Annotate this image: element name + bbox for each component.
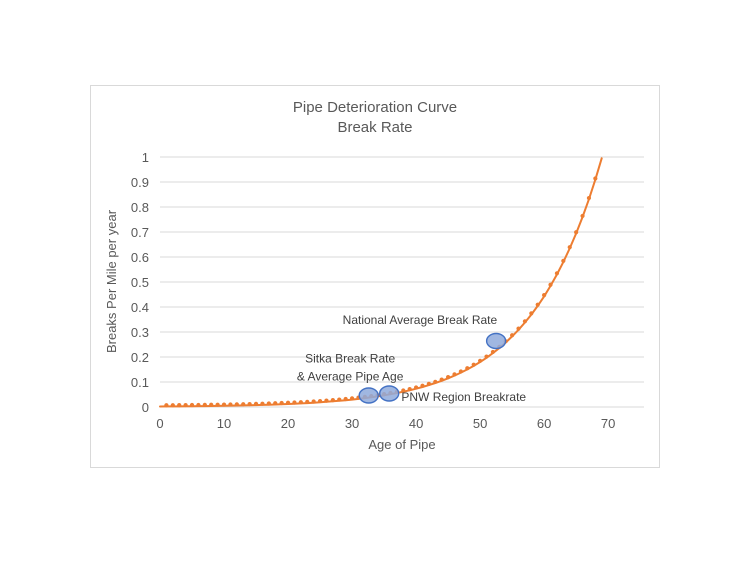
y-tick-label: 0.4	[130, 300, 149, 315]
y-tick-label: 0.8	[130, 200, 149, 215]
pipe-deterioration-chart[interactable]: Pipe Deterioration Curve Break Rate Brea…	[90, 85, 660, 468]
pnw-annotation-line: PNW Region Breakrate	[401, 389, 527, 404]
sitka-annotation[interactable]: Sitka Break Rate & Average Pipe Age	[297, 349, 404, 386]
y-tick-label: 0.7	[130, 225, 149, 240]
x-tick-label: 70	[600, 416, 616, 431]
chart-title: Pipe Deterioration Curve	[292, 99, 458, 116]
y-tick-label: 0.5	[130, 275, 149, 290]
y-tick-label: 0.1	[130, 375, 149, 390]
x-tick-label: 60	[536, 416, 552, 431]
y-tick-label: 0.9	[130, 175, 149, 190]
pnw-annotation[interactable]: PNW Region Breakrate	[401, 388, 526, 407]
sitka-annotation-line: & Average Pipe Age	[296, 369, 404, 384]
y-tick-label: 0.6	[130, 250, 149, 265]
x-tick-label: 40	[408, 416, 424, 431]
x-tick-label: 50	[472, 416, 488, 431]
sitka-annotation-line: Sitka Break Rate	[305, 351, 396, 365]
x-tick-label: 30	[344, 416, 360, 431]
x-tick-label: 0	[156, 416, 164, 431]
x-tick-label: 10	[216, 416, 232, 431]
y-tick-label: 0	[141, 400, 149, 415]
sitka-marker[interactable]	[358, 387, 379, 404]
plot-area	[159, 156, 644, 408]
chart-title-block: Pipe Deterioration Curve Break Rate	[91, 98, 659, 138]
national-average-annotation-line: National Average Break Rate	[342, 312, 498, 327]
chart-subtitle: Break Rate	[337, 119, 413, 136]
national-marker[interactable]	[485, 332, 507, 350]
pnw-marker[interactable]	[378, 385, 400, 402]
y-tick-label: 0.3	[130, 325, 149, 340]
x-axis-title: Age of Pipe	[368, 437, 436, 452]
y-tick-label: 0.2	[130, 350, 149, 365]
national-average-annotation[interactable]: National Average Break Rate	[343, 311, 498, 330]
y-tick-label: 1	[141, 150, 149, 165]
x-tick-label: 20	[280, 416, 296, 431]
